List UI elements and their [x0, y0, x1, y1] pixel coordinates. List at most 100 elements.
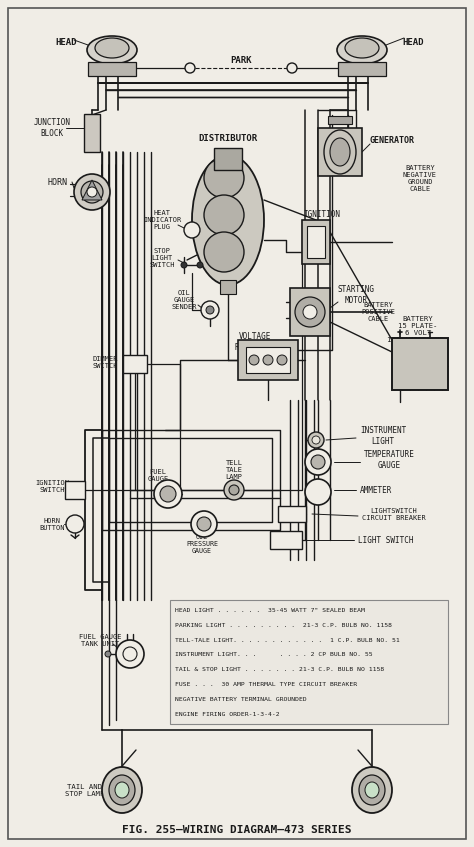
Circle shape	[311, 455, 325, 469]
Circle shape	[312, 436, 320, 444]
Ellipse shape	[359, 775, 385, 805]
Text: BATTERY
NEGATIVE
GROUND
CABLE: BATTERY NEGATIVE GROUND CABLE	[403, 164, 437, 191]
Text: DISTRIBUTOR: DISTRIBUTOR	[199, 134, 257, 142]
Circle shape	[81, 181, 103, 203]
Text: - -: - -	[115, 68, 129, 76]
Text: FIG. 255—WIRING DIAGRAM—473 SERIES: FIG. 255—WIRING DIAGRAM—473 SERIES	[122, 825, 352, 835]
Circle shape	[204, 158, 244, 198]
Circle shape	[74, 174, 110, 210]
Circle shape	[295, 297, 325, 327]
Bar	[318, 128, 362, 176]
Text: +: +	[94, 68, 98, 76]
Text: FUSE . . .  30 AMP THERMAL TYPE CIRCUIT BREAKER: FUSE . . . 30 AMP THERMAL TYPE CIRCUIT B…	[175, 682, 357, 687]
Text: -: -	[220, 171, 228, 185]
Text: +: +	[344, 68, 348, 76]
Bar	[238, 340, 298, 380]
Text: IGNITION
SWITCH: IGNITION SWITCH	[35, 479, 69, 492]
Text: - -: - -	[365, 68, 379, 76]
Circle shape	[204, 232, 244, 272]
Ellipse shape	[102, 767, 142, 813]
Text: ENGINE FIRING ORDER-1-3-4-2: ENGINE FIRING ORDER-1-3-4-2	[175, 711, 280, 717]
Text: DIMMER
SWITCH: DIMMER SWITCH	[92, 356, 118, 368]
Text: HEAT
INDICATOR
PLUG: HEAT INDICATOR PLUG	[143, 210, 181, 230]
Ellipse shape	[95, 38, 129, 58]
Bar	[328, 116, 352, 124]
Text: +: +	[322, 492, 328, 501]
Circle shape	[105, 651, 111, 657]
Text: FUEL GAUGE
TANK UNIT: FUEL GAUGE TANK UNIT	[79, 634, 121, 646]
Text: TEMPERATURE
GAUGE: TEMPERATURE GAUGE	[364, 451, 415, 470]
Bar	[88, 62, 136, 76]
Circle shape	[201, 301, 219, 319]
Bar	[246, 347, 290, 373]
Ellipse shape	[324, 130, 356, 174]
Text: FUEL
GAUGE: FUEL GAUGE	[147, 468, 169, 481]
Text: -: -	[310, 492, 315, 501]
Circle shape	[305, 479, 331, 505]
Circle shape	[249, 355, 259, 365]
Circle shape	[206, 306, 214, 314]
Text: INSTRUMENT
LIGHT: INSTRUMENT LIGHT	[360, 426, 406, 446]
Text: JUNCTION
BLOCK: JUNCTION BLOCK	[34, 119, 71, 138]
Text: VOLTAGE
REGULATOR: VOLTAGE REGULATOR	[234, 332, 276, 352]
Text: STOP
LIGHT
SWITCH: STOP LIGHT SWITCH	[149, 248, 175, 268]
Text: BATTERY
POSITIVE
CABLE: BATTERY POSITIVE CABLE	[361, 302, 395, 322]
Ellipse shape	[87, 36, 137, 64]
Ellipse shape	[352, 767, 392, 813]
Bar	[214, 148, 242, 170]
Text: BATTERY
15 PLATE-
6 VOLT
100 AMPERE HR.: BATTERY 15 PLATE- 6 VOLT 100 AMPERE HR.	[387, 316, 448, 343]
Bar	[170, 600, 448, 724]
Circle shape	[305, 449, 331, 475]
Circle shape	[191, 511, 217, 537]
Text: LIGHT SWITCH: LIGHT SWITCH	[358, 535, 413, 545]
Bar	[392, 338, 448, 390]
Text: w: w	[220, 246, 228, 258]
Text: TELL
TALE
LAMP: TELL TALE LAMP	[226, 460, 243, 480]
Text: TAIL & STOP LIGHT . . . . . . . 21-3 C.P. BULB NO 1158: TAIL & STOP LIGHT . . . . . . . 21-3 C.P…	[175, 667, 384, 673]
Circle shape	[308, 432, 324, 448]
Bar	[338, 62, 386, 76]
Ellipse shape	[330, 138, 350, 166]
Bar	[220, 280, 236, 294]
Circle shape	[263, 355, 273, 365]
Text: HEAD LIGHT . . . . . .  35-45 WATT 7" SEALED BEAM: HEAD LIGHT . . . . . . 35-45 WATT 7" SEA…	[175, 608, 365, 613]
Circle shape	[229, 485, 239, 495]
Text: IGNITION
COIL: IGNITION COIL	[303, 210, 340, 230]
Text: OIL
PRESSURE
GAUGE: OIL PRESSURE GAUGE	[186, 534, 218, 554]
Bar	[84, 114, 100, 152]
Text: PARK: PARK	[230, 56, 252, 64]
Text: w: w	[220, 208, 228, 222]
Text: TAIL AND
STOP LAMP: TAIL AND STOP LAMP	[65, 783, 105, 796]
Circle shape	[154, 480, 182, 508]
Text: AMMETER: AMMETER	[360, 485, 392, 495]
Ellipse shape	[109, 775, 135, 805]
Circle shape	[66, 515, 84, 533]
Circle shape	[277, 355, 287, 365]
Bar	[270, 531, 302, 549]
Circle shape	[87, 187, 97, 197]
Bar	[290, 288, 330, 336]
Text: D: D	[225, 153, 231, 163]
Circle shape	[185, 63, 195, 73]
Circle shape	[181, 262, 187, 268]
Text: GENERATOR: GENERATOR	[370, 136, 415, 145]
Text: INSTRUMENT LIGHT. . .      . . . . 2 CP BULB NO. 55: INSTRUMENT LIGHT. . . . . . . 2 CP BULB …	[175, 652, 373, 657]
Circle shape	[303, 305, 317, 319]
Text: HORN: HORN	[48, 178, 68, 186]
Text: OIL
GAUGE
SENDER: OIL GAUGE SENDER	[171, 290, 197, 310]
Circle shape	[184, 222, 200, 238]
Ellipse shape	[192, 155, 264, 285]
Circle shape	[197, 517, 211, 531]
Text: TELL-TALE LIGHT. . . . . . . . . . . .  1 C.P. BULB NO. 51: TELL-TALE LIGHT. . . . . . . . . . . . 1…	[175, 638, 400, 643]
Ellipse shape	[345, 38, 379, 58]
Text: HORN
BUTTON: HORN BUTTON	[39, 518, 65, 530]
Bar	[302, 220, 330, 264]
Bar	[278, 506, 306, 522]
Text: HEAD: HEAD	[55, 37, 77, 47]
Text: STARTING
MOTOR: STARTING MOTOR	[338, 285, 375, 305]
Polygon shape	[82, 180, 102, 200]
Ellipse shape	[365, 782, 379, 798]
Ellipse shape	[337, 36, 387, 64]
Circle shape	[197, 262, 203, 268]
Text: PARKING LIGHT . . . . . . . . .  21-3 C.P. BULB NO. 1158: PARKING LIGHT . . . . . . . . . 21-3 C.P…	[175, 623, 392, 628]
